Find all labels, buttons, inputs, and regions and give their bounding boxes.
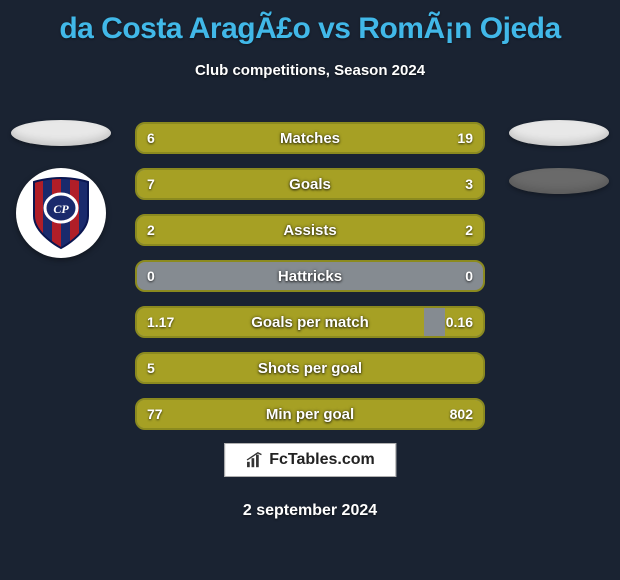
stat-value-right: 0 — [465, 262, 473, 290]
stat-value-left: 77 — [147, 400, 163, 428]
stats-bars: Matches6 19 Goals7 3 Assists2 2 Hattricks0 0 Goa… — [135, 122, 485, 430]
date-label: 2 september 2024 — [0, 502, 620, 520]
stat-value-right: 19 — [457, 124, 473, 152]
source-logo: FcTables.com — [224, 443, 396, 477]
stat-bar-row: Matches6 19 — [135, 122, 485, 154]
stat-value-left: 0 — [147, 262, 155, 290]
stat-bar-row: Goals per match1.17 0.16 — [135, 306, 485, 338]
stat-value-left: 6 — [147, 124, 155, 152]
stat-bar-label: Goals per match — [137, 308, 483, 336]
stat-bar-label: Assists — [137, 216, 483, 244]
stat-value-left: 5 — [147, 354, 155, 382]
stat-bar-label: Min per goal — [137, 400, 483, 428]
stat-bar-row: Shots per goal5 — [135, 352, 485, 384]
comparison-infographic: da Costa AragÃ£o vs RomÃ¡n Ojeda Club co… — [0, 0, 620, 580]
stat-bar-row: Min per goal77 802 — [135, 398, 485, 430]
stat-value-right: 3 — [465, 170, 473, 198]
club-crest: CP — [16, 168, 106, 258]
team-placeholder-ellipse — [11, 120, 111, 146]
stat-value-right: 2 — [465, 216, 473, 244]
stat-bar-row: Assists2 2 — [135, 214, 485, 246]
stat-bar-label: Hattricks — [137, 262, 483, 290]
stat-bar-row: Hattricks0 0 — [135, 260, 485, 292]
page-title: da Costa AragÃ£o vs RomÃ¡n Ojeda — [0, 0, 620, 46]
source-logo-text: FcTables.com — [269, 451, 375, 469]
team-placeholder-ellipse — [509, 168, 609, 194]
stat-bar-row: Goals7 3 — [135, 168, 485, 200]
player-left-badges: CP — [6, 120, 116, 258]
stat-value-right: 0.16 — [446, 308, 473, 336]
stat-value-right: 802 — [450, 400, 473, 428]
chart-icon — [245, 451, 263, 469]
team-placeholder-ellipse — [509, 120, 609, 146]
stat-value-left: 7 — [147, 170, 155, 198]
crest-shield-icon: CP — [26, 176, 96, 252]
page-subtitle: Club competitions, Season 2024 — [0, 62, 620, 79]
svg-text:CP: CP — [53, 202, 69, 216]
stat-value-left: 1.17 — [147, 308, 174, 336]
stat-value-left: 2 — [147, 216, 155, 244]
player-right-badges — [504, 120, 614, 194]
stat-bar-label: Shots per goal — [137, 354, 483, 382]
stat-bar-label: Goals — [137, 170, 483, 198]
stat-bar-label: Matches — [137, 124, 483, 152]
